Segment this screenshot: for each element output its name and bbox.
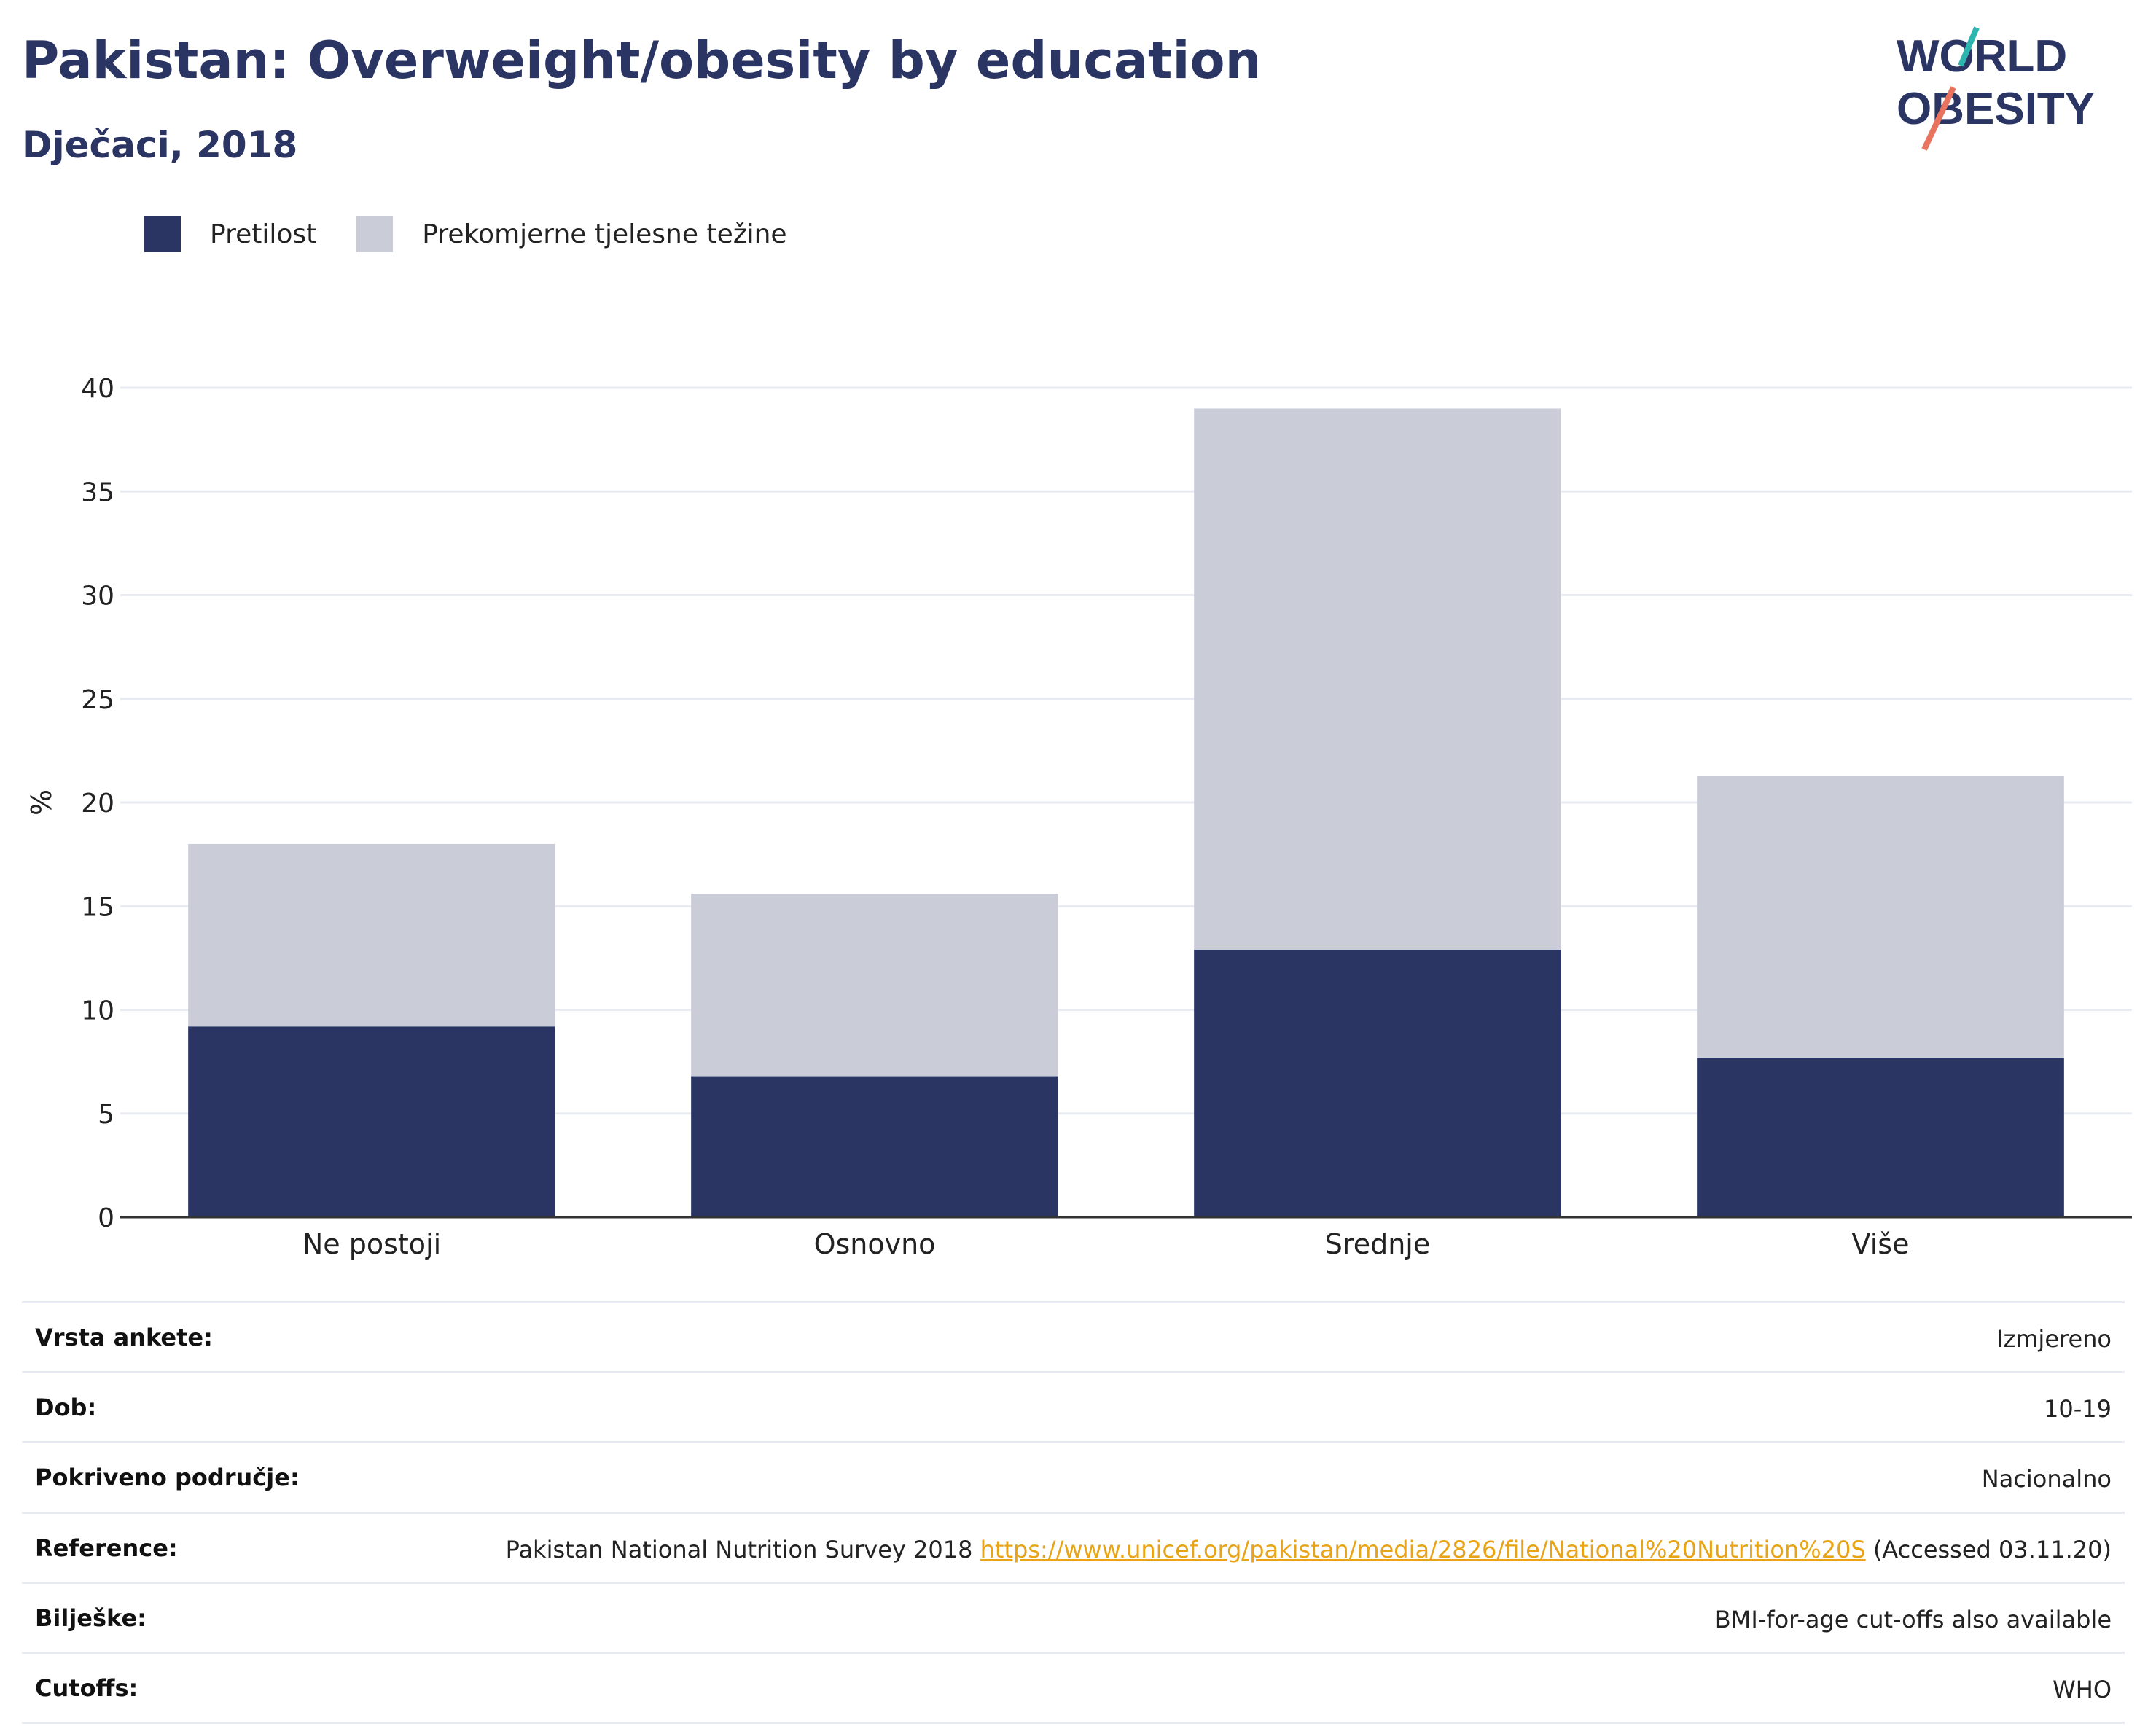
info-row-age: Dob: 10-19 <box>22 1371 2125 1441</box>
logo-line2: OBESITY <box>1897 84 2095 134</box>
logo-line1: WORLD <box>1897 31 2067 82</box>
info-row-reference: Reference: Pakistan National Nutrition S… <box>22 1511 2125 1582</box>
info-label: Reference: <box>35 1534 178 1562</box>
bar-obesity <box>1697 1057 2064 1217</box>
bar-overweight <box>691 894 1058 1077</box>
legend-item-overweight[interactable]: Prekomjerne tjelesne težine <box>356 216 787 252</box>
x-tick-label: Srednje <box>1325 1228 1430 1260</box>
x-tick-label: Više <box>1852 1228 1910 1260</box>
y-axis-label: % <box>26 789 58 816</box>
legend-label-obesity: Pretilost <box>210 219 317 249</box>
y-tick-label: 40 <box>81 374 114 404</box>
legend-swatch-obesity <box>144 216 181 252</box>
info-label: Pokriveno područje: <box>35 1464 300 1492</box>
y-tick-label: 20 <box>81 789 114 819</box>
info-value: 10-19 <box>2044 1395 2112 1423</box>
legend-label-overweight: Prekomjerne tjelesne težine <box>422 219 787 249</box>
chart-subtitle: Dječaci, 2018 <box>22 124 298 166</box>
y-tick-label: 15 <box>81 892 114 922</box>
info-row-area: Pokriveno područje: Nacionalno <box>22 1441 2125 1511</box>
bar-chart: 0 5 10 15 20 25 30 35 40% Ne postoji Osnovno Srednj… <box>26 374 2132 1260</box>
x-tick-label: Osnovno <box>814 1228 936 1260</box>
legend-swatch-overweight <box>356 216 394 252</box>
info-row-notes: Bilješke: BMI-for-age cut-offs also avai… <box>22 1581 2125 1652</box>
y-tick-label: 30 <box>81 582 114 612</box>
info-label: Cutoffs: <box>35 1674 138 1702</box>
info-value: WHO <box>2053 1675 2112 1703</box>
info-value: Nacionalno <box>1981 1465 2112 1493</box>
bar-obesity <box>1194 949 1561 1217</box>
y-tick-label: 25 <box>81 685 114 715</box>
info-value: BMI-for-age cut-offs also available <box>1714 1605 2112 1633</box>
reference-accessed: (Accessed 03.11.20) <box>1872 1535 2112 1563</box>
logo-coral-stroke <box>1921 86 1956 151</box>
y-tick-label: 35 <box>81 477 114 507</box>
y-tick-label: 0 <box>98 1203 114 1233</box>
info-value: Pakistan National Nutrition Survey 2018 … <box>506 1534 2112 1566</box>
reference-link[interactable]: https://www.unicef.org/pakistan/media/28… <box>980 1535 1866 1563</box>
x-tick-label: Ne postoji <box>302 1228 441 1260</box>
y-tick-label: 10 <box>81 996 114 1026</box>
bar-overweight <box>188 843 555 1027</box>
bar-overweight <box>1194 408 1561 950</box>
info-label: Dob: <box>35 1394 97 1422</box>
chart-legend: Pretilost Prekomjerne tjelesne težine <box>144 216 827 252</box>
info-value: Izmjereno <box>1996 1325 2112 1353</box>
info-label: Vrsta ankete: <box>35 1324 213 1351</box>
legend-item-obesity[interactable]: Pretilost <box>144 216 316 252</box>
bar-obesity <box>188 1026 555 1217</box>
logo-teal-stroke <box>1958 26 1980 67</box>
info-row-survey-type: Vrsta ankete: Izmjereno <box>22 1301 2125 1371</box>
reference-text: Pakistan National Nutrition Survey 2018 <box>505 1535 973 1563</box>
survey-info-table: Vrsta ankete: Izmjereno Dob: 10-19 Pokri… <box>22 1301 2125 1725</box>
info-label: Bilješke: <box>35 1604 147 1632</box>
chart-title: Pakistan: Overweight/obesity by educatio… <box>22 31 1262 90</box>
bar-obesity <box>691 1076 1058 1217</box>
bar-overweight <box>1697 776 2064 1058</box>
y-tick-label: 5 <box>98 1100 114 1130</box>
world-obesity-logo: WORLD OBESITY <box>1897 26 2095 151</box>
info-row-cutoffs: Cutoffs: WHO <box>22 1651 2125 1725</box>
